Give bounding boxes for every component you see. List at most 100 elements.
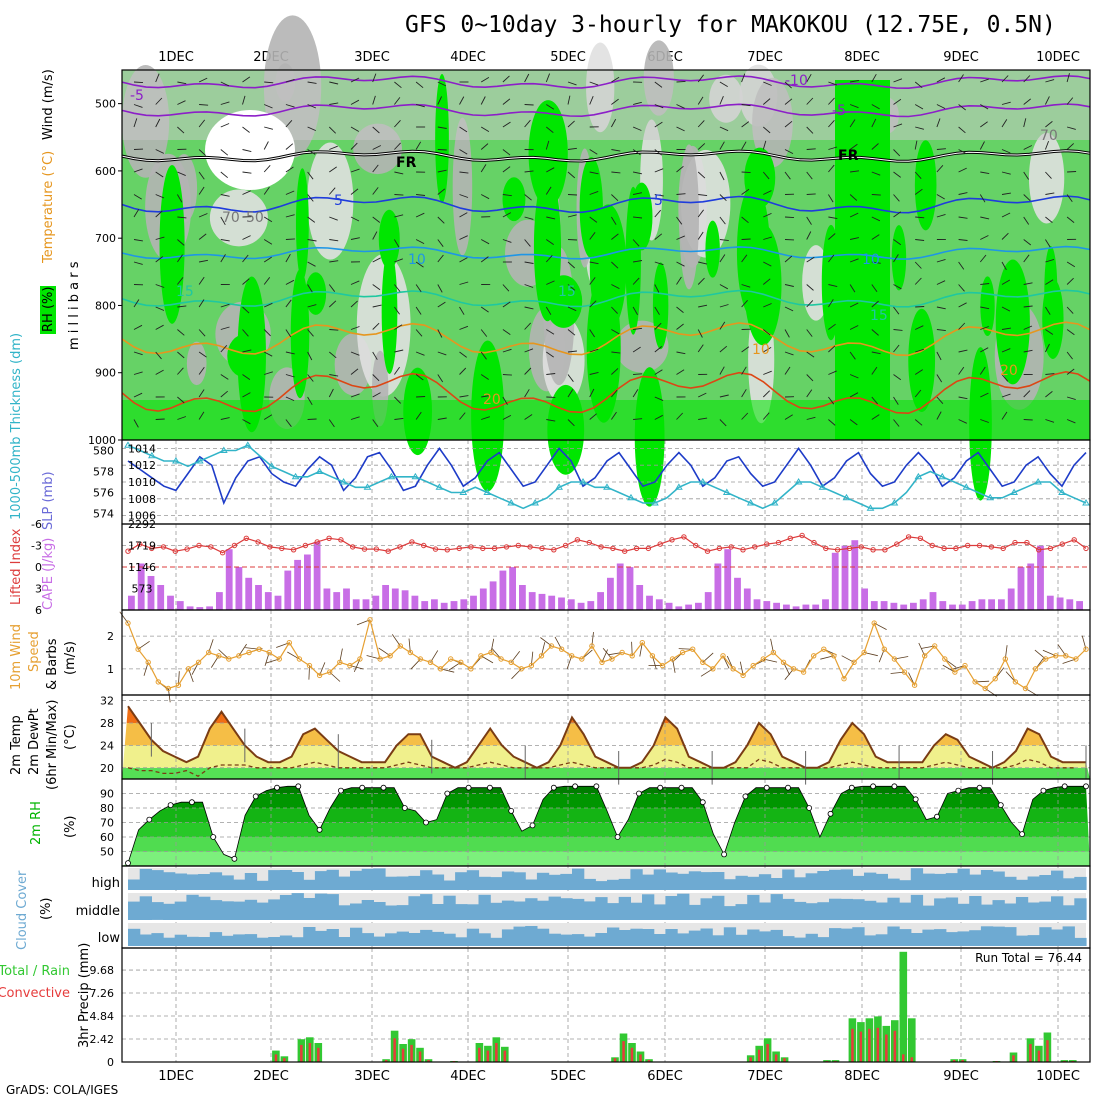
wind-barb	[567, 120, 575, 128]
lifted-index-marker	[1059, 541, 1066, 547]
lifted-index-marker	[716, 545, 723, 552]
wind-barb	[871, 234, 880, 240]
wind-barb	[329, 329, 339, 331]
wind-barb	[545, 254, 553, 263]
wind-barb	[307, 329, 314, 337]
wind-barb	[741, 104, 751, 107]
cape-bar	[391, 588, 399, 610]
cloud-cover-bar	[385, 905, 398, 920]
cloud-cover-bar	[198, 937, 211, 946]
wind-barb	[980, 326, 989, 330]
wind-barb	[328, 284, 336, 292]
wind-barb	[654, 369, 663, 375]
wind-barb	[871, 216, 881, 222]
cape-bar	[695, 602, 702, 610]
wind-barb	[459, 257, 468, 263]
wind-barb	[698, 417, 708, 420]
wind-barb	[936, 306, 946, 310]
precip-total-label: Total / Rain	[0, 964, 70, 979]
wind-barb	[480, 239, 490, 245]
wind-speed-marker	[296, 656, 303, 662]
wind-barb	[328, 187, 336, 195]
cloud-cover-bar	[268, 899, 281, 920]
wind-barb	[546, 239, 554, 245]
rh-moist-patch	[378, 209, 400, 269]
cape-bar	[822, 599, 829, 610]
wind-barb	[307, 104, 317, 109]
wind-barb	[133, 351, 143, 356]
wind-barb	[307, 304, 317, 308]
wind-speed-marker	[811, 653, 817, 659]
thickness-marker	[746, 499, 755, 506]
panel-frame-precip	[121, 947, 1091, 1063]
wind-barb	[611, 368, 619, 375]
cloud-cover-bar	[560, 873, 573, 890]
wind-barb	[459, 212, 468, 218]
lifted-index-marker	[125, 548, 131, 554]
wind-barb	[979, 366, 986, 375]
cape-bar	[1037, 545, 1044, 610]
cloud-cover-bar	[782, 936, 795, 946]
wind-barb	[654, 284, 660, 293]
wind-speed-marker	[538, 653, 545, 659]
wind-speed-marker	[750, 662, 756, 669]
wind-barb	[415, 284, 422, 293]
wind-barb	[459, 171, 469, 174]
lifted-index-marker	[468, 544, 474, 550]
wind-barb	[654, 168, 664, 173]
cloud-cover-bar	[560, 898, 573, 920]
lifted-index-marker	[149, 545, 155, 552]
wind-barb	[198, 276, 205, 285]
contour-label: 10	[408, 252, 426, 268]
thickness-marker	[148, 451, 156, 459]
wind-barb	[177, 194, 183, 203]
wind-speed-marker	[710, 666, 716, 672]
cloud-cover-bar	[665, 872, 678, 890]
wind-barb	[741, 284, 751, 288]
wind-barb	[654, 194, 664, 197]
wind-barb	[350, 142, 358, 150]
precip-convective-bar	[893, 1030, 897, 1062]
cloud-cover-bar	[1027, 935, 1040, 946]
cloud-cover-bar	[548, 874, 561, 890]
thickness-marker	[722, 488, 731, 495]
wind-barb	[263, 329, 271, 337]
wind-barb	[914, 261, 922, 269]
cloud-cover-bar	[536, 900, 550, 920]
rh-tick-label: 80	[100, 802, 114, 815]
wind-speed-marker	[770, 649, 777, 656]
lifted-index-marker	[350, 544, 356, 550]
cloud-cover-bar	[770, 929, 783, 946]
lifted-index-tick-label: 3	[35, 583, 42, 596]
rh-tick-label: 50	[100, 846, 114, 859]
contour-label: -10	[785, 73, 808, 89]
cape-bar	[597, 592, 604, 610]
wind-barb	[763, 98, 771, 105]
lifted-index-marker	[811, 539, 817, 546]
cloud-cover-bar	[712, 872, 725, 890]
wind-barb	[242, 95, 246, 105]
wind-barb	[350, 77, 360, 83]
precip-convective-bar	[1046, 1040, 1049, 1062]
slp-tick-label: 1012	[128, 459, 156, 472]
thickness-marker	[483, 488, 492, 495]
wind-speed-marker	[730, 666, 736, 672]
lifted-index-marker	[799, 532, 805, 539]
wind-barb	[915, 239, 925, 241]
lifted-index-axis-label: Lifted Index	[9, 528, 24, 605]
cloud-cover-bar	[677, 893, 690, 920]
cape-tick-label: 1719	[128, 540, 156, 553]
wind-barb	[611, 216, 617, 225]
rh-marker	[188, 799, 195, 806]
contour-label: 5	[654, 193, 663, 209]
wind-barb	[545, 140, 550, 150]
cloud-cover-bar	[1062, 905, 1075, 920]
cloud-cover-bar	[688, 930, 702, 946]
wind-barb	[502, 374, 512, 376]
wind-barb	[546, 167, 555, 173]
wind-barb	[220, 216, 226, 226]
wind-speed-marker	[972, 679, 978, 685]
cape-bar	[1056, 597, 1064, 610]
wind-barb	[1001, 411, 1008, 420]
cloud-cover-bar	[198, 896, 211, 920]
